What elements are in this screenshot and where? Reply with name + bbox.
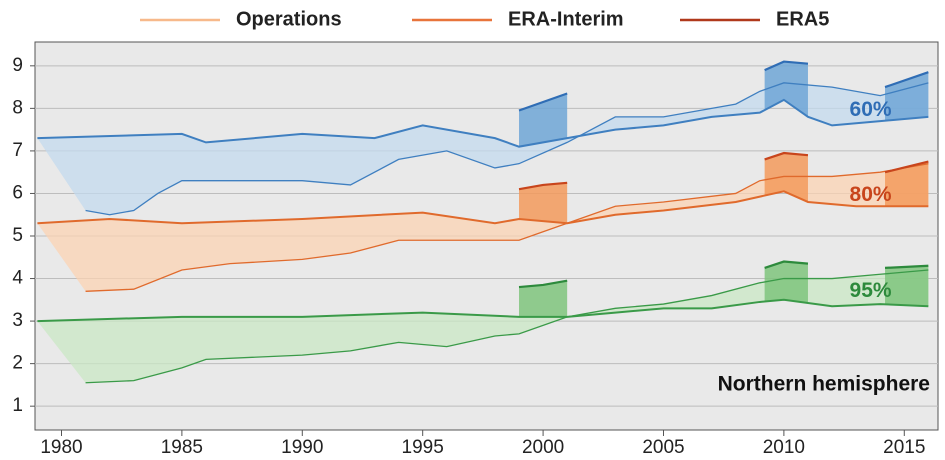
y-tick-label: 6 xyxy=(12,182,23,203)
era-interim-line xyxy=(37,98,929,148)
era5-band xyxy=(764,61,808,117)
y-tick-label: 8 xyxy=(12,97,23,118)
operations-line xyxy=(85,82,929,216)
x-tick-label: 2015 xyxy=(883,437,925,458)
legend-label: ERA5 xyxy=(776,8,829,30)
era5-line xyxy=(884,264,929,270)
era5-band xyxy=(519,280,568,317)
x-tick-label: 1990 xyxy=(281,437,323,458)
era5-band xyxy=(519,182,568,224)
percentile-label: 60% xyxy=(850,98,892,121)
era5-line xyxy=(518,181,568,191)
y-tick-label: 4 xyxy=(12,268,23,289)
y-tick-label: 7 xyxy=(12,140,23,161)
y-tick-label: 9 xyxy=(12,55,23,76)
era5-band xyxy=(885,265,929,307)
era5-band xyxy=(764,153,808,202)
era5-line xyxy=(884,71,929,89)
era5-band xyxy=(885,161,929,207)
y-tick-label: 1 xyxy=(12,395,23,416)
y-tick-label: 5 xyxy=(12,225,23,246)
era5-line xyxy=(764,60,809,72)
era5-line xyxy=(518,92,568,112)
percentile-label: 95% xyxy=(850,279,892,302)
x-tick-label: 1995 xyxy=(402,437,444,458)
annotation: Northern hemisphere xyxy=(718,372,930,395)
skill-band xyxy=(37,163,929,292)
era5-line xyxy=(764,151,809,161)
y-tick-label: 2 xyxy=(12,353,23,374)
era5-line xyxy=(518,279,568,289)
y-tick-label: 3 xyxy=(12,310,23,331)
x-tick-label: 2000 xyxy=(522,437,564,458)
era5-band xyxy=(764,261,808,304)
era5-line xyxy=(884,160,929,174)
legend-label: ERA-Interim xyxy=(508,8,624,30)
x-tick-label: 1980 xyxy=(40,437,82,458)
skill-band xyxy=(37,82,929,215)
skill-band xyxy=(37,270,929,383)
operations-line xyxy=(85,269,929,384)
era-interim-line xyxy=(37,190,929,225)
x-tick-label: 2010 xyxy=(763,437,805,458)
x-tick-label: 2005 xyxy=(642,437,684,458)
percentile-label: 80% xyxy=(850,183,892,206)
era-interim-line xyxy=(37,298,929,323)
operations-line xyxy=(85,163,929,292)
x-tick-label: 1985 xyxy=(161,437,203,458)
legend-label: Operations xyxy=(236,8,342,30)
era5-line xyxy=(764,260,809,269)
